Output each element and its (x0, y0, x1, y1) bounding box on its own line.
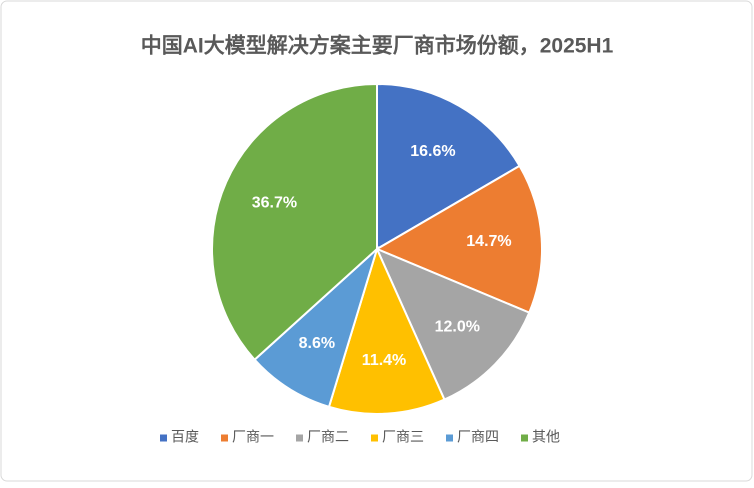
data-label: 12.0% (435, 319, 480, 336)
legend-marker (160, 434, 167, 442)
data-label: 16.6% (410, 143, 455, 160)
legend-marker (446, 434, 453, 442)
legend-label: 厂商三 (382, 429, 424, 445)
pie-slice (375, 247, 531, 401)
data-label: 36.7% (252, 195, 297, 212)
pie-slice (211, 82, 378, 362)
legend-label: 厂商四 (457, 429, 499, 445)
legend-marker (296, 434, 303, 442)
chart-title: 中国AI大模型解决方案主要厂商市场份额，2025H1 (141, 34, 614, 58)
legend-label: 百度 (171, 429, 199, 445)
pie-slice (253, 245, 380, 409)
pie-slice (376, 82, 521, 251)
legend-marker (221, 434, 228, 442)
data-label: 14.7% (466, 233, 511, 250)
legend-marker (521, 434, 528, 442)
data-label: 11.4% (362, 352, 406, 369)
legend-label: 厂商一 (232, 429, 274, 445)
legend-marker (371, 434, 378, 442)
legend-label: 厂商二 (307, 429, 349, 445)
pie-slice (327, 246, 446, 415)
legend-label: 其他 (532, 429, 560, 445)
pie-slice (374, 164, 543, 314)
data-label: 8.6% (299, 335, 335, 352)
